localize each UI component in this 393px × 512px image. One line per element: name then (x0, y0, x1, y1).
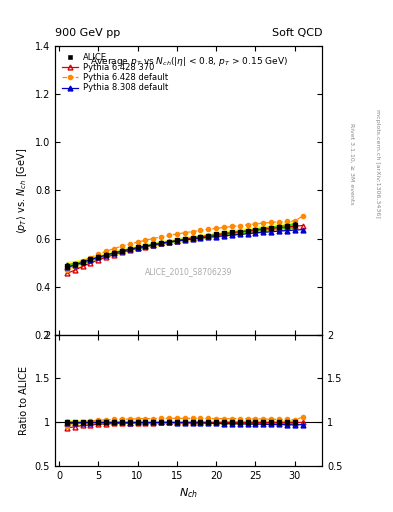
Y-axis label: $\langle p_T \rangle$ vs. $N_{ch}$ [GeV]: $\langle p_T \rangle$ vs. $N_{ch}$ [GeV] (15, 147, 29, 233)
Text: ALICE_2010_S8706239: ALICE_2010_S8706239 (145, 267, 232, 276)
Text: mcplots.cern.ch [arXiv:1306.3436]: mcplots.cern.ch [arXiv:1306.3436] (375, 110, 380, 218)
Y-axis label: Ratio to ALICE: Ratio to ALICE (19, 366, 29, 435)
Text: Average $p_T$ vs $N_{ch}$(|$\eta$| < 0.8, $p_T$ > 0.15 GeV): Average $p_T$ vs $N_{ch}$(|$\eta$| < 0.8… (90, 55, 288, 68)
Text: Rivet 3.1.10, ≥ 3M events: Rivet 3.1.10, ≥ 3M events (349, 123, 354, 205)
Text: 900 GeV pp: 900 GeV pp (55, 28, 120, 38)
Text: Soft QCD: Soft QCD (272, 28, 322, 38)
Legend: ALICE, Pythia 6.428 370, Pythia 6.428 default, Pythia 8.308 default: ALICE, Pythia 6.428 370, Pythia 6.428 de… (59, 50, 170, 95)
X-axis label: $N_{ch}$: $N_{ch}$ (179, 486, 198, 500)
